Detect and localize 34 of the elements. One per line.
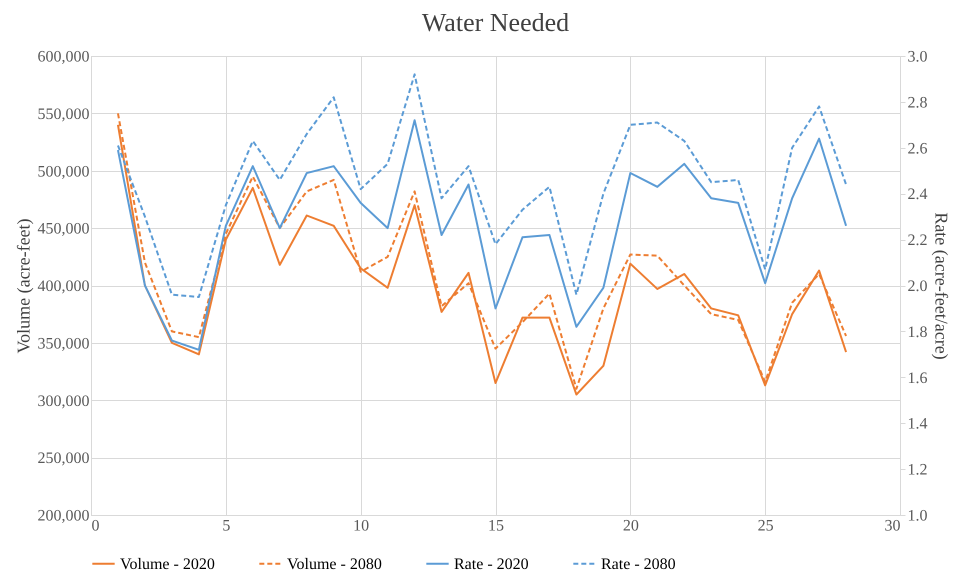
y2-tick-label: 1.8: [908, 324, 928, 341]
y2-tick-label: 1.4: [908, 416, 928, 433]
y-tick-label: 450,000: [38, 220, 90, 238]
legend-label: Volume - 2020: [120, 556, 215, 573]
y2-axis-title: Rate (acre-feet/acre): [932, 212, 952, 360]
y-tick-label: 350,000: [38, 335, 90, 352]
legend-label: Rate - 2080: [601, 556, 676, 573]
y-tick-label: 550,000: [38, 106, 90, 123]
x-tick-label: 15: [488, 518, 504, 534]
y-tick-label: 600,000: [38, 48, 90, 66]
y-tick-label: 300,000: [38, 392, 90, 410]
chart-title: Water Needed: [422, 8, 570, 37]
y2-tick-label: 2.2: [908, 232, 928, 250]
y-tick-label: 200,000: [38, 508, 90, 524]
y2-tick-label: 1.0: [908, 508, 928, 524]
x-tick-label: 10: [353, 518, 370, 534]
y2-tick-label: 2.4: [908, 186, 928, 204]
y2-tick-label: 1.6: [908, 370, 928, 387]
y2-tick-label: 2.8: [908, 94, 928, 112]
y-tick-label: 400,000: [38, 278, 90, 295]
legend-label: Rate - 2020: [454, 556, 529, 573]
y2-tick-label: 1.2: [908, 462, 928, 479]
y-axis-title: Volume (acre-feet): [14, 218, 34, 354]
x-tick-label: 5: [222, 518, 230, 534]
y-tick-label: 250,000: [38, 450, 90, 468]
x-tick-label: 30: [884, 518, 900, 534]
y-tick-label: 500,000: [38, 163, 90, 180]
y2-tick-label: 3.0: [908, 48, 928, 66]
x-tick-label: 20: [622, 518, 639, 534]
x-tick-label: 25: [758, 518, 774, 534]
x-tick-label: 0: [92, 518, 100, 534]
y2-tick-label: 2.0: [908, 278, 928, 295]
legend-label: Volume - 2080: [287, 556, 382, 573]
y2-tick-label: 2.6: [908, 140, 928, 158]
